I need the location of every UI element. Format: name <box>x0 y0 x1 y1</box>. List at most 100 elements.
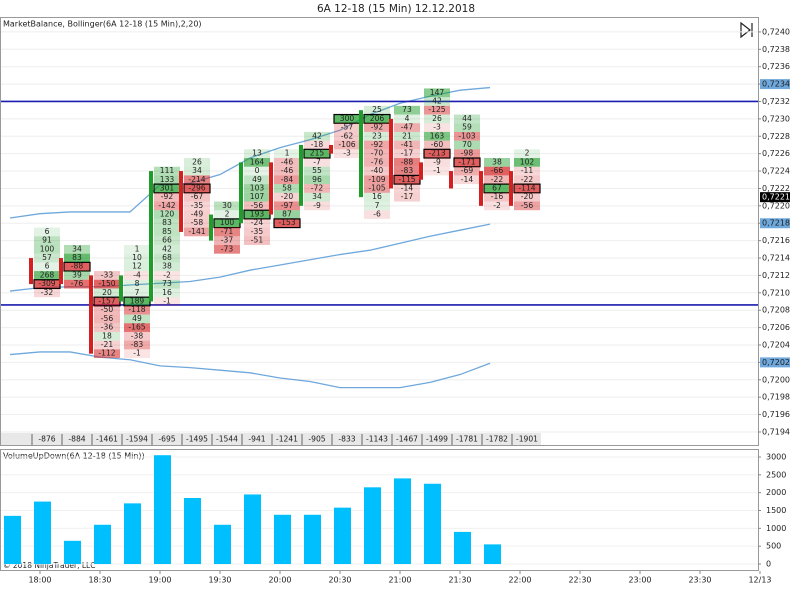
candle <box>299 144 303 206</box>
last-price-label: 0,7221 <box>762 193 790 202</box>
candle <box>509 171 513 206</box>
x-tick-label: 18:30 <box>88 576 111 585</box>
cell-bg <box>154 166 180 176</box>
cell-value: 6 <box>45 227 50 236</box>
candle <box>29 258 33 285</box>
y-tick-label: 0,7220 <box>762 201 790 210</box>
cell-value: 120 <box>160 210 175 219</box>
cell-value: 57 <box>42 253 52 262</box>
cell-value: -1 <box>163 297 171 306</box>
cell-bg <box>154 279 180 289</box>
x-tick-label: 21:00 <box>388 576 411 585</box>
cell-bg <box>154 227 180 237</box>
cell-bg <box>124 271 150 280</box>
cell-bg <box>154 201 180 211</box>
cell-value: -35 <box>251 227 264 236</box>
cell-value: 164 <box>250 157 265 166</box>
cell-value: 38 <box>492 157 502 166</box>
volume-bar <box>304 514 321 565</box>
cell-bg <box>514 192 540 202</box>
cell-value: -83 <box>401 166 414 175</box>
volume-bar <box>454 531 471 565</box>
cell-bg <box>274 166 300 176</box>
cell-value: -49 <box>191 210 204 219</box>
cell-value: -165 <box>128 323 145 332</box>
x-tick-label: 19:30 <box>208 576 231 585</box>
cell-value: 2 <box>225 210 230 219</box>
cell-bg <box>184 158 210 167</box>
cell-value: -56 <box>101 314 114 323</box>
cell-value: -2 <box>163 270 171 279</box>
cell-bg <box>244 192 270 202</box>
cell-bg <box>124 340 150 350</box>
cell-bg <box>64 271 90 280</box>
cell-value: -22 <box>491 175 504 184</box>
candle <box>179 171 183 232</box>
y-tick-label: 0,7194 <box>762 427 790 436</box>
cell-value: -66 <box>491 166 504 175</box>
delta-total: -1495 <box>186 435 208 444</box>
cell-value: 111 <box>160 166 175 175</box>
volume-panel-label: VolumeUpDown(6A 12-18 (15 Min)) <box>3 452 145 461</box>
volume-bar <box>274 514 291 565</box>
cell-value: -92 <box>371 140 384 149</box>
band-marker-label: 0,7218 <box>762 219 790 228</box>
cell-bg <box>394 123 420 132</box>
cell-value: -1 <box>133 349 141 358</box>
cell-bg <box>154 253 180 263</box>
x-tick-label: 19:00 <box>148 576 171 585</box>
cell-bg <box>304 140 330 150</box>
cell-value: -106 <box>338 140 355 149</box>
cell-value: -296 <box>188 183 205 192</box>
candle <box>479 171 483 206</box>
cell-bg <box>154 175 180 185</box>
delta-total: -1143 <box>366 435 388 444</box>
cell-bg <box>244 166 270 176</box>
cell-value: -309 <box>38 279 55 288</box>
delta-total: -1241 <box>276 435 298 444</box>
cell-value: -157 <box>98 297 115 306</box>
cell-bg <box>424 158 450 167</box>
cell-bg <box>424 131 450 141</box>
volume-bar <box>64 540 81 565</box>
band-marker <box>760 79 790 90</box>
y-tick-label: 0,7212 <box>762 271 790 280</box>
cell-value: -14 <box>401 183 414 192</box>
cell-bg <box>424 105 450 115</box>
cell-bg <box>94 340 120 350</box>
copyright: © 2018 NinjaTrader, LLC <box>3 561 95 570</box>
cell-value: 300 <box>340 114 355 123</box>
cell-value: -4 <box>133 270 141 279</box>
cell-value: -3 <box>343 149 351 158</box>
x-tick-label: 12/13 <box>748 576 771 585</box>
delta-total: -695 <box>158 435 175 444</box>
cell-value: 23 <box>372 131 382 140</box>
cell-value: -67 <box>191 192 204 201</box>
cell-bg <box>34 262 60 272</box>
band-marker <box>760 357 790 368</box>
cell-bg <box>184 210 210 219</box>
cell-bg <box>424 88 450 98</box>
cell-bg <box>394 192 420 202</box>
cell-value: 26 <box>192 157 202 166</box>
cell-value: 96 <box>312 175 322 184</box>
cell-value: -56 <box>251 201 264 210</box>
cell-value: -47 <box>401 123 414 132</box>
play-arrow[interactable] <box>740 21 751 39</box>
cell-value: 58 <box>282 183 292 192</box>
volume-bar <box>34 501 51 565</box>
cell-value: -60 <box>431 140 444 149</box>
last-price-marker <box>760 192 790 203</box>
band-marker-label: 0,7202 <box>762 358 790 367</box>
cell-bg <box>364 201 390 211</box>
cell-value: 34 <box>192 166 202 175</box>
cell-value: 10 <box>132 253 142 262</box>
cell-value: 4 <box>405 114 410 123</box>
cell-value: 16 <box>162 288 172 297</box>
play-icon[interactable] <box>740 21 753 39</box>
cell-value: -115 <box>398 175 415 184</box>
cell-bg <box>124 288 150 298</box>
cell-bg <box>154 262 180 272</box>
cell-bg <box>94 323 120 332</box>
cell-bg <box>94 331 120 341</box>
